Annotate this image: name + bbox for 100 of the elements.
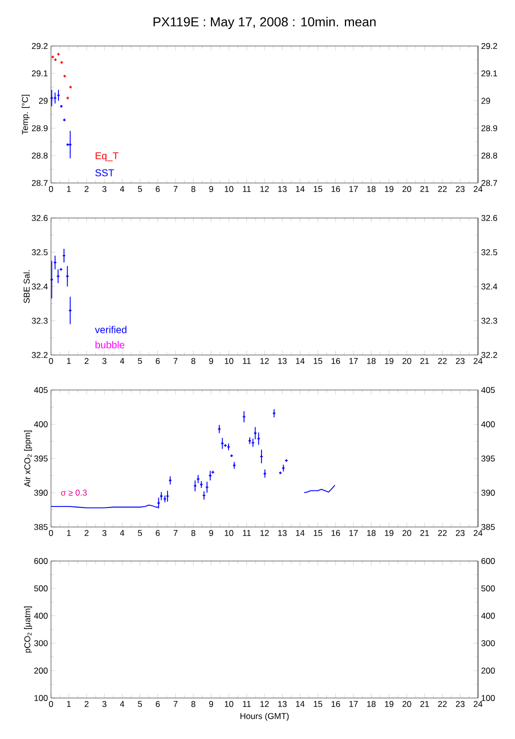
y2-tick-label: 32.3 — [481, 318, 498, 324]
y-tick-label: 395 — [34, 456, 48, 462]
x-tick-label: 13 — [278, 186, 287, 192]
y-tick-label: 32.6 — [32, 215, 48, 221]
x-tick-label: 4 — [120, 701, 124, 707]
y2-tick-label: 100 — [482, 695, 495, 701]
x-tick-label: 0 — [48, 358, 54, 364]
y-tick-label: 390 — [34, 490, 48, 496]
x-tick-label: 24 — [474, 186, 482, 192]
x-tick-label: 21 — [420, 186, 429, 192]
y2-tick-label: 29.1 — [481, 70, 498, 76]
x-tick-label: 21 — [420, 358, 429, 364]
x-tick-label: 16 — [332, 530, 340, 536]
x-tick-label: 8 — [191, 358, 196, 364]
y-tick-label: 405 — [34, 387, 48, 393]
y-tick-label: 28.7 — [32, 180, 48, 186]
x-tick-label: 16 — [332, 358, 340, 364]
y-tick-label: 29 — [38, 98, 48, 104]
x-tick-label: 0 — [48, 530, 54, 536]
x-tick-label: 3 — [102, 358, 106, 364]
x-tick-label: 2 — [84, 701, 89, 707]
x-tick-label: 18 — [367, 701, 376, 708]
y2-tick-label: 385 — [481, 524, 495, 530]
x-tick-label: 22 — [438, 358, 447, 364]
x-tick-label: 23 — [456, 530, 465, 536]
x-tick-label: 0 — [48, 186, 54, 192]
x-tick-label: 17 — [349, 358, 358, 364]
y-axis-title: pCO$_{2}$ [μatm] — [24, 606, 32, 653]
x-tick-label: 0 — [48, 701, 54, 708]
x-tick-label: 23 — [456, 186, 465, 192]
text: verified — [94, 326, 126, 334]
x-tick-label: 22 — [438, 701, 447, 707]
x-tick-label: 17 — [349, 186, 358, 192]
y2-tick-label: 29 — [481, 98, 490, 104]
y2-tick-label: 500 — [481, 585, 495, 592]
x-tick-label: 20 — [402, 701, 412, 708]
x-tick-label: 10 — [224, 358, 234, 364]
x-tick-label: 15 — [314, 530, 322, 536]
x-tick-label: 7 — [174, 358, 178, 364]
x-tick-label: 19 — [384, 701, 394, 708]
y-tick-label: 400 — [34, 421, 48, 428]
x-tick-label: 4 — [120, 358, 124, 364]
x-tick-label: 24 — [474, 701, 482, 707]
y-tick-label: 28.9 — [32, 125, 48, 132]
x-tick-label: 20 — [402, 530, 412, 536]
x-tick-label: 9 — [209, 530, 214, 536]
y2-tick-label: 32.4 — [481, 284, 498, 290]
y2-tick-label: 300 — [481, 640, 495, 646]
x-tick-label: 15 — [314, 358, 322, 364]
x-tick-label: 5 — [138, 358, 142, 364]
x-tick-label: 12 — [260, 530, 269, 536]
x-tick-label: 18 — [367, 530, 376, 536]
x-tick-label: 9 — [209, 186, 214, 192]
x-tick-label: 22 — [438, 530, 447, 536]
x-tick-label: 3 — [102, 186, 106, 192]
x-tick-label: 22 — [438, 186, 447, 192]
x-tick-label: 23 — [456, 358, 465, 364]
x-tick-label: 11 — [242, 701, 251, 707]
x-tick-label: 6 — [156, 358, 160, 364]
x-tick-label: 19 — [384, 186, 394, 192]
y2-tick-label: 32.6 — [481, 215, 498, 221]
x-tick-label: 4 — [120, 186, 124, 192]
y-tick-label: 500 — [34, 585, 48, 592]
y-tick-label: 32.2 — [32, 352, 48, 358]
y2-tick-label: 405 — [481, 387, 495, 393]
y-tick-label: 32.3 — [32, 318, 48, 324]
x-tick-label: 1 — [67, 530, 71, 536]
x-tick-label: 12 — [260, 186, 269, 192]
x-tick-label: 13 — [278, 530, 287, 536]
x-tick-label: 19 — [384, 530, 394, 536]
x-tick-label: 21 — [420, 530, 429, 536]
y2-tick-label: 400 — [481, 612, 495, 619]
x-tick-label: 17 — [349, 701, 358, 707]
y2-tick-label: 29.2 — [481, 43, 498, 49]
y-tick-label: 28.8 — [32, 152, 48, 159]
x-tick-label: 4 — [120, 530, 124, 536]
x-tick-label: 18 — [367, 186, 376, 192]
y-tick-label: 385 — [34, 524, 48, 530]
x-tick-label: 12 — [260, 701, 269, 707]
x-tick-label: 8 — [191, 530, 196, 536]
x-tick-label: 6 — [156, 701, 160, 708]
y2-tick-label: 200 — [481, 668, 495, 674]
x-tick-label: 1 — [67, 701, 71, 707]
x-tick-label: 21 — [420, 701, 429, 707]
x-tick-label: 5 — [138, 701, 142, 707]
y-tick-label: 32.5 — [32, 249, 48, 256]
x-tick-label: 6 — [156, 186, 160, 192]
x-tick-label: 7 — [174, 186, 178, 192]
y2-tick-label: 28.9 — [481, 125, 498, 132]
y-tick-label: 300 — [34, 640, 48, 646]
x-tick-label: 11 — [242, 186, 251, 192]
x-tick-label: 17 — [349, 530, 358, 536]
x-axis-title: Hours (GMT) — [240, 712, 289, 721]
x-tick-label: 14 — [296, 358, 305, 364]
y2-tick-label: 28.7 — [481, 180, 498, 186]
x-tick-label: 20 — [402, 186, 412, 192]
x-tick-label: 11 — [242, 530, 251, 536]
x-tick-label: 11 — [242, 358, 251, 364]
legend-label: bubble — [96, 341, 124, 348]
y-tick-label: 29.1 — [32, 70, 48, 76]
